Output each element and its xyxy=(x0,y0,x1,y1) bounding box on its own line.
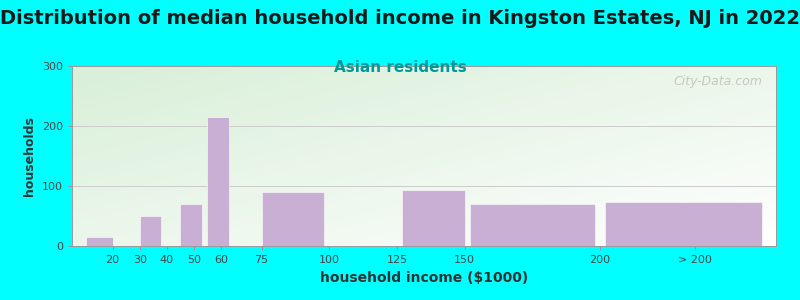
Text: Asian residents: Asian residents xyxy=(334,60,466,75)
X-axis label: household income ($1000): household income ($1000) xyxy=(320,271,528,285)
Text: Distribution of median household income in Kingston Estates, NJ in 2022: Distribution of median household income … xyxy=(0,9,800,28)
Bar xyxy=(180,204,202,246)
Bar xyxy=(207,117,229,246)
Text: City-Data.com: City-Data.com xyxy=(673,75,762,88)
Bar xyxy=(86,237,113,246)
Y-axis label: households: households xyxy=(23,116,36,196)
Bar xyxy=(402,190,465,246)
Bar xyxy=(606,202,762,246)
Bar xyxy=(262,192,324,246)
Bar xyxy=(470,204,594,246)
Bar xyxy=(140,216,162,246)
